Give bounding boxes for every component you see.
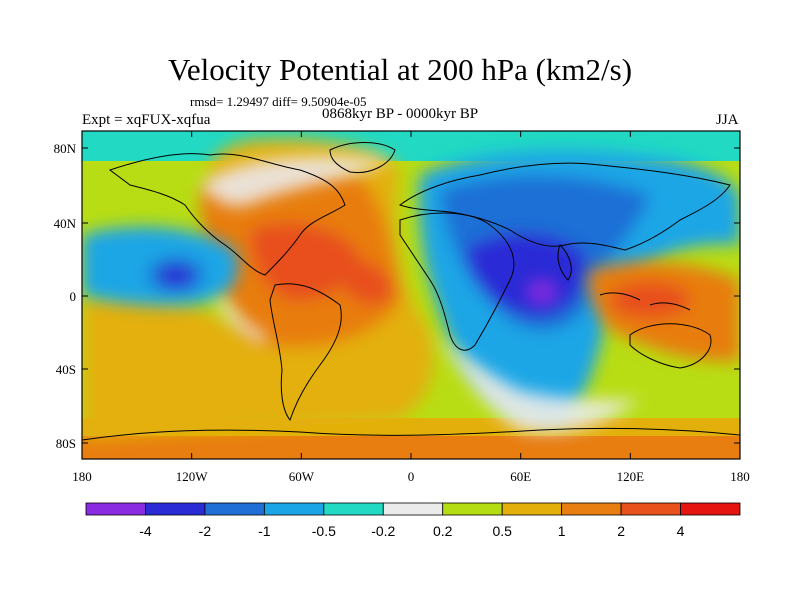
y-tick-label: 40S [56,362,76,377]
stats-label: rmsd= 1.29497 diff= 9.50904e-05 [190,94,367,109]
colorbar-label: 2 [617,523,625,539]
polar-band-2 [82,436,740,459]
positive-region-australasia [588,261,740,361]
x-tick-label: 60E [510,469,531,484]
colorbar-label: 0.2 [433,523,453,539]
colorbar-swatch [323,502,384,516]
map-title: Velocity Potential at 200 hPa (km2/s) [167,52,633,87]
colorbar-label: -0.2 [371,523,395,539]
colorbar-label: -1 [258,523,271,539]
x-tick-label: 60W [289,469,315,484]
x-tick-label: 180 [730,469,750,484]
colorbar-swatch [501,502,563,516]
y-tick-label: 80S [56,436,76,451]
positive-region-west [82,138,434,440]
colorbar-label: -0.5 [312,523,336,539]
x-tick-label: 0 [408,469,415,484]
x-axis: 180 120W 60W 0 60E 120E 180 [72,131,750,484]
x-tick-label: 120W [176,469,209,484]
colorbar-swatch [620,502,681,516]
neutral-bands [200,156,640,433]
y-tick-label: 0 [70,289,77,304]
colorbar-label: 4 [677,523,685,539]
period-label: 0868kyr BP - 0000kyr BP [322,106,479,122]
colorbar-swatch [85,502,146,516]
negative-region-east [419,150,740,420]
experiment-label: Expt = xqFUX-xqfua [82,112,211,128]
colorbar-swatch [145,502,206,516]
x-tick-label: 180 [72,469,92,484]
negative-region-pacific [82,226,238,306]
colorbar: -4 -2 -1 -0.5 -0.2 0.2 0.5 1 2 4 [85,502,741,539]
colorbar-label: 1 [558,523,566,539]
coastlines [82,142,740,441]
colorbar-swatch [561,502,622,516]
colorbar-label: -4 [139,523,152,539]
colorbar-label: -2 [199,523,212,539]
colorbar-swatch [680,502,741,516]
x-tick-label: 120E [617,469,645,484]
colorbar-label: 0.5 [492,523,512,539]
y-axis: 80N 40N 0 40S 80S [54,141,740,451]
colorbar-swatch [442,502,503,516]
y-tick-label: 80N [54,141,77,156]
colorbar-swatch [263,502,325,516]
colorbar-swatch [382,502,444,516]
colorbar-swatch [204,502,265,516]
contour-field [82,131,740,459]
season-label: JJA [716,112,739,128]
y-tick-label: 40N [54,216,77,231]
